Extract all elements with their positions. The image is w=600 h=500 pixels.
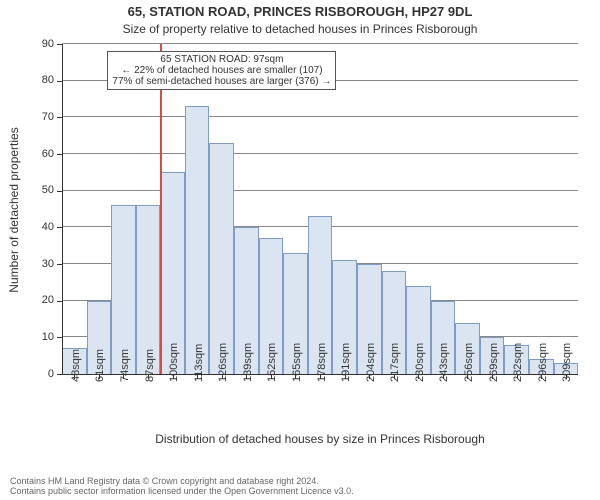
x-tick-label: 139sqm bbox=[242, 343, 254, 382]
x-tick-label: 113sqm bbox=[193, 344, 205, 382]
x-tick-label: 269sqm bbox=[488, 343, 500, 382]
x-tick-label: 100sqm bbox=[168, 343, 180, 382]
x-tick-label: 217sqm bbox=[389, 343, 401, 382]
x-tick-label: 296sqm bbox=[537, 343, 549, 382]
x-tick-label: 256sqm bbox=[463, 343, 475, 382]
y-tick-label: 90 bbox=[42, 38, 54, 50]
x-tick-label: 48sqm bbox=[70, 349, 82, 382]
x-tick-label: 152sqm bbox=[266, 343, 278, 382]
plot-area: 65 STATION ROAD: 97sqm← 22% of detached … bbox=[62, 44, 578, 374]
y-tick-label: 70 bbox=[42, 111, 54, 123]
annotation-box: 65 STATION ROAD: 97sqm← 22% of detached … bbox=[107, 51, 336, 90]
y-axis-title: Number of detached properties bbox=[7, 45, 21, 375]
x-tick-label: 87sqm bbox=[144, 349, 156, 382]
bar bbox=[185, 106, 210, 374]
x-tick-label: 178sqm bbox=[316, 343, 328, 382]
bar bbox=[209, 143, 234, 374]
x-axis-title: Distribution of detached houses by size … bbox=[62, 432, 578, 446]
y-tick-label: 40 bbox=[42, 221, 54, 233]
x-tick-label: 282sqm bbox=[512, 343, 524, 382]
x-tick-label: 74sqm bbox=[119, 349, 131, 382]
annotation-line: ← 22% of detached houses are smaller (10… bbox=[112, 65, 331, 76]
annotation-line: 77% of semi-detached houses are larger (… bbox=[112, 76, 331, 87]
x-tick-label: 61sqm bbox=[94, 349, 106, 382]
histogram-chart: 65, STATION ROAD, PRINCES RISBOROUGH, HP… bbox=[0, 0, 600, 500]
attribution: Contains HM Land Registry data © Crown c… bbox=[10, 476, 354, 496]
y-tick-label: 20 bbox=[42, 294, 54, 306]
x-tick-label: 230sqm bbox=[414, 343, 426, 382]
x-tick-label: 309sqm bbox=[561, 343, 573, 382]
attribution-line1: Contains HM Land Registry data © Crown c… bbox=[10, 476, 354, 486]
chart-title-line1: 65, STATION ROAD, PRINCES RISBOROUGH, HP… bbox=[0, 4, 600, 19]
bars-container bbox=[62, 44, 578, 374]
x-tick-label: 165sqm bbox=[291, 343, 303, 382]
x-tick-label: 204sqm bbox=[365, 343, 377, 382]
x-tick-label: 191sqm bbox=[340, 343, 352, 382]
y-tick-label: 60 bbox=[42, 148, 54, 160]
x-axis-line bbox=[62, 374, 578, 375]
y-tick-label: 0 bbox=[48, 368, 54, 380]
annotation-line: 65 STATION ROAD: 97sqm bbox=[112, 54, 331, 65]
x-tick-label: 126sqm bbox=[217, 343, 229, 382]
attribution-line2: Contains public sector information licen… bbox=[10, 486, 354, 496]
y-tick-label: 50 bbox=[42, 184, 54, 196]
reference-line bbox=[160, 44, 162, 374]
chart-title-line2: Size of property relative to detached ho… bbox=[0, 22, 600, 36]
y-axis-line bbox=[62, 44, 63, 374]
y-tick-label: 80 bbox=[42, 74, 54, 86]
y-tick-label: 10 bbox=[42, 331, 54, 343]
x-tick-label: 243sqm bbox=[438, 343, 450, 382]
y-tick-label: 30 bbox=[42, 258, 54, 270]
